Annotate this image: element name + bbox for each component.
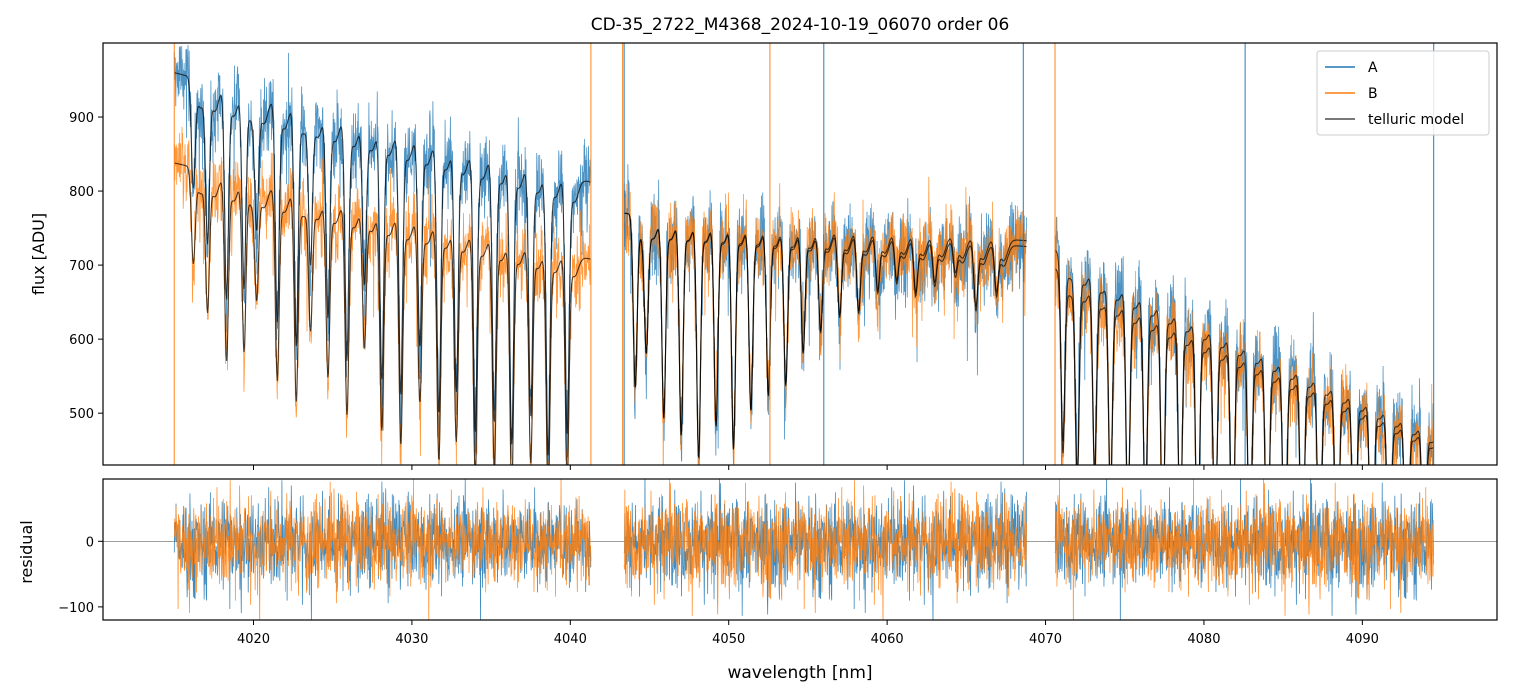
bottom-y-axis: −100 0 — [58, 535, 103, 616]
telluric-model-B-segment-2 — [624, 212, 1027, 459]
x-tick-label: 4060 — [871, 632, 904, 647]
bottom-y-axis-label: residual — [17, 520, 36, 583]
bottom-panel: −100 0 4020 4030 4040 4050 4060 4070 4080 4090 r… — [17, 478, 1498, 683]
bottom-y-tick-label: −100 — [58, 601, 94, 616]
top-y-tick-label: 800 — [69, 185, 94, 200]
top-panel-frame — [102, 42, 1498, 466]
x-axis-label: wavelength [nm] — [727, 663, 872, 683]
bottom-x-axis: 4020 4030 4040 4050 4060 4070 4080 4090 — [237, 620, 1379, 647]
legend-label-A: A — [1368, 60, 1378, 76]
top-y-tick-label: 900 — [69, 111, 94, 126]
top-y-axis-label: flux [ADU] — [29, 213, 48, 295]
x-tick-label: 4080 — [1187, 632, 1220, 647]
residual-B-segment-1 — [173, 479, 592, 620]
residual-B-segment-2 — [623, 479, 1027, 620]
series-B-segment-3 — [1054, 216, 1435, 465]
telluric-model-B-segment-1 — [174, 162, 592, 465]
legend-label-telluric-model: telluric model — [1368, 112, 1464, 128]
telluric-model-B-segment-3 — [1054, 268, 1435, 465]
x-tick-label: 4090 — [1346, 632, 1379, 647]
top-y-tick-label: 600 — [69, 333, 94, 348]
bottom-y-tick-label: 0 — [86, 535, 94, 550]
legend: A B telluric model — [1316, 50, 1490, 136]
legend-frame — [1316, 50, 1490, 136]
top-y-tick-label: 500 — [69, 407, 94, 422]
top-x-ticks — [252, 465, 1363, 470]
x-tick-label: 4030 — [395, 632, 428, 647]
top-y-tick-label: 700 — [69, 259, 94, 274]
telluric-model-A-segment-3 — [1054, 249, 1435, 465]
top-y-axis: 500 600 700 800 900 — [69, 111, 103, 422]
bottom-panel-frame — [102, 478, 1498, 621]
bottom-plot-area — [103, 479, 1497, 620]
residual-B-segment-3 — [1054, 479, 1435, 620]
x-tick-label: 4070 — [1029, 632, 1062, 647]
x-tick-label: 4020 — [237, 632, 270, 647]
x-tick-label: 4040 — [554, 632, 587, 647]
x-tick-label: 4050 — [712, 632, 745, 647]
series-B-segment-2 — [623, 176, 1027, 465]
legend-label-B: B — [1368, 86, 1378, 102]
telluric-model-A-segment-1 — [174, 72, 592, 456]
chart-title: CD-35_2722_M4368_2024-10-19_06070 order … — [591, 15, 1010, 35]
